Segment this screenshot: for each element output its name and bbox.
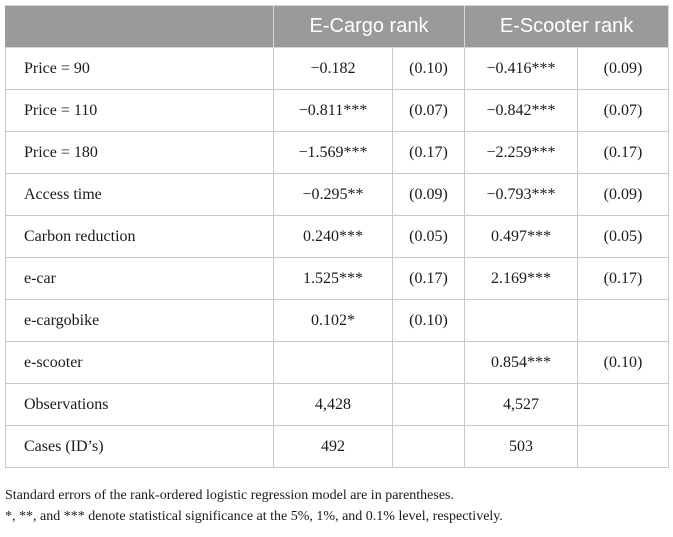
ecargo-coefficient-cell: −1.569***	[273, 131, 393, 174]
table-body: Price = 90 −0.182 (0.10) −0.416*** (0.09) Pri…	[5, 47, 670, 468]
row-label-cell: Price = 110	[5, 89, 274, 132]
escooter-coefficient-cell: −2.259***	[464, 131, 578, 174]
table-row: Carbon reduction 0.240*** (0.05) 0.497*** (0…	[5, 215, 670, 258]
ecargo-standard-error-cell: (0.07)	[392, 89, 465, 132]
note-standard-errors: Standard errors of the rank-ordered logi…	[5, 488, 455, 503]
escooter-standard-error-cell: (0.17)	[576, 257, 670, 300]
ecargo-coefficient-cell: −0.811***	[273, 89, 393, 132]
escooter-standard-error-cell: (0.07)	[576, 89, 670, 132]
header-escooter-rank: E-Scooter rank	[463, 5, 670, 48]
row-label-cell: Price = 90	[5, 47, 274, 90]
escooter-standard-error-cell: (0.10)	[576, 341, 670, 384]
escooter-standard-error-cell: (0.17)	[576, 131, 670, 174]
ecargo-coefficient-cell: −0.182	[273, 47, 393, 90]
escooter-standard-error-cell: (0.05)	[576, 215, 670, 258]
ecargo-coefficient-cell: 0.240***	[273, 215, 393, 258]
ecargo-standard-error-cell: (0.10)	[392, 299, 465, 342]
ecargo-coefficient-cell	[273, 341, 393, 384]
row-label-cell: e-cargobike	[5, 299, 274, 342]
escooter-coefficient-cell	[464, 299, 578, 342]
table-header-row: E-Cargo rank E-Scooter rank	[5, 5, 670, 48]
ecargo-coefficient-cell: 4,428	[273, 383, 393, 426]
escooter-standard-error-cell	[576, 383, 670, 426]
table-row: Price = 180 −1.569*** (0.17) −2.259*** (0.17…	[5, 131, 670, 174]
ecargo-coefficient-cell: 492	[273, 425, 393, 468]
table-row: Access time −0.295** (0.09) −0.793*** (0.09)	[5, 173, 670, 216]
escooter-coefficient-cell: −0.416***	[464, 47, 578, 90]
escooter-coefficient-cell: 4,527	[464, 383, 578, 426]
escooter-coefficient-cell: 0.497***	[464, 215, 578, 258]
ecargo-coefficient-cell: 0.102*	[273, 299, 393, 342]
escooter-coefficient-cell: 0.854***	[464, 341, 578, 384]
escooter-standard-error-cell: (0.09)	[576, 173, 670, 216]
ecargo-coefficient-cell: −0.295**	[273, 173, 393, 216]
table-row: Cases (ID’s) 492 503	[5, 425, 670, 468]
escooter-standard-error-cell: (0.09)	[576, 47, 670, 90]
escooter-coefficient-cell: −0.793***	[464, 173, 578, 216]
table-row: e-car 1.525*** (0.17) 2.169*** (0.17)	[5, 257, 670, 300]
escooter-coefficient-cell: 2.169***	[464, 257, 578, 300]
table-notes: Standard errors of the rank-ordered logi…	[5, 485, 668, 527]
table-row: e-scooter 0.854*** (0.10)	[5, 341, 670, 384]
escooter-coefficient-cell: −0.842***	[464, 89, 578, 132]
row-label-cell: Carbon reduction	[5, 215, 274, 258]
ecargo-standard-error-cell: (0.10)	[392, 47, 465, 90]
table-row: Price = 90 −0.182 (0.10) −0.416*** (0.09)	[5, 47, 670, 90]
row-label-cell: Observations	[5, 383, 274, 426]
table-row: Observations 4,428 4,527	[5, 383, 670, 426]
header-ecargo-rank: E-Cargo rank	[273, 5, 465, 48]
row-label-cell: e-scooter	[5, 341, 274, 384]
table-row: e-cargobike 0.102* (0.10)	[5, 299, 670, 342]
ecargo-standard-error-cell	[392, 425, 465, 468]
ecargo-standard-error-cell: (0.09)	[392, 173, 465, 216]
row-label-cell: Cases (ID’s)	[5, 425, 274, 468]
ecargo-coefficient-cell: 1.525***	[273, 257, 393, 300]
table-row: Price = 110 −0.811*** (0.07) −0.842*** (0.07…	[5, 89, 670, 132]
row-label-cell: e-car	[5, 257, 274, 300]
row-label-cell: Access time	[5, 173, 274, 216]
header-corner-cell	[5, 5, 274, 48]
escooter-standard-error-cell	[576, 299, 670, 342]
regression-results-table: E-Cargo rank E-Scooter rank Price = 90 −0…	[5, 5, 670, 468]
row-label-cell: Price = 180	[5, 131, 274, 174]
ecargo-standard-error-cell	[392, 383, 465, 426]
ecargo-standard-error-cell: (0.17)	[392, 257, 465, 300]
note-significance: *, **, and *** denote statistical signif…	[5, 509, 503, 524]
ecargo-standard-error-cell: (0.05)	[392, 215, 465, 258]
ecargo-standard-error-cell: (0.17)	[392, 131, 465, 174]
ecargo-standard-error-cell	[392, 341, 465, 384]
escooter-standard-error-cell	[576, 425, 670, 468]
escooter-coefficient-cell: 503	[464, 425, 578, 468]
